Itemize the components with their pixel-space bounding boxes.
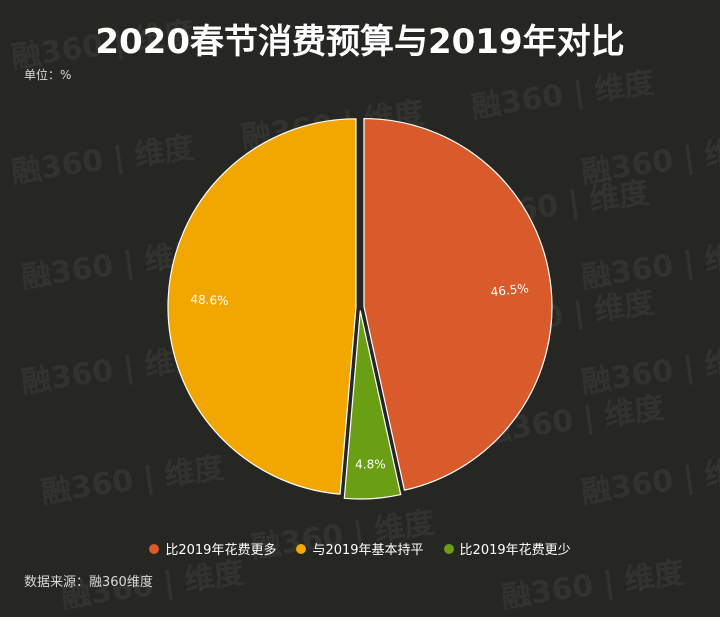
chart-title: 2020春节消费预算与2019年对比 — [95, 22, 625, 62]
pie-slice — [363, 117, 553, 491]
pie-slice — [343, 310, 402, 500]
legend-item[interactable]: 与2019年基本持平 — [296, 539, 424, 558]
unit-label: 单位：% — [24, 68, 72, 82]
pie-slice — [167, 118, 357, 495]
legend-item[interactable]: 比2019年花费更少 — [443, 539, 571, 558]
slice-value-label: 4.8% — [355, 457, 386, 471]
legend-label: 与2019年基本持平 — [312, 543, 424, 558]
legend-label: 比2019年花费更多 — [165, 543, 277, 558]
legend-marker — [149, 543, 160, 554]
legend-label: 比2019年花费更少 — [459, 543, 571, 558]
legend-marker — [296, 543, 307, 554]
chart-legend: 比2019年花费更多 与2019年基本持平 比2019年花费更少 — [0, 539, 720, 558]
data-source: 数据来源：融360维度 — [24, 575, 153, 590]
legend-marker — [443, 543, 454, 554]
legend-item[interactable]: 比2019年花费更多 — [149, 539, 276, 558]
slice-value-label: 48.6% — [190, 292, 229, 308]
slice-value-label: 46.5% — [490, 281, 529, 299]
